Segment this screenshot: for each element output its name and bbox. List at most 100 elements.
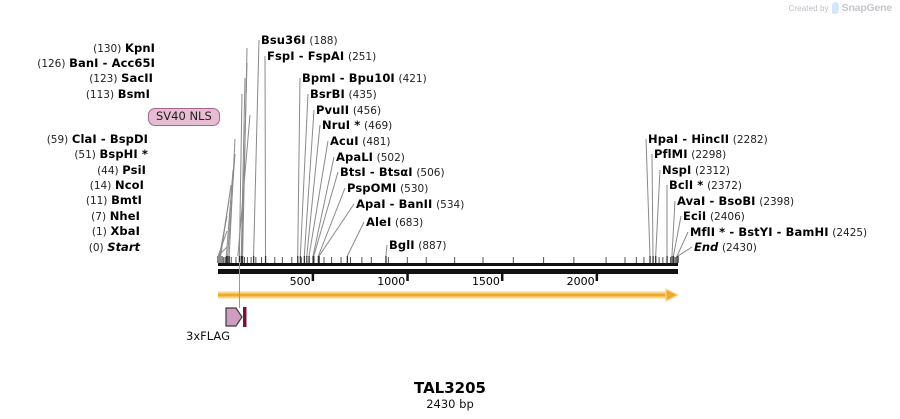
restriction-site-tick[interactable] bbox=[303, 256, 306, 263]
ruler-tick bbox=[406, 274, 409, 281]
site-position: (0) bbox=[88, 242, 104, 254]
site-label-bgli: BglI (887) bbox=[389, 239, 447, 252]
ruler-tick-label: 500 bbox=[289, 275, 311, 288]
site-position: (51) bbox=[74, 149, 96, 161]
orf-arrow-shaft[interactable] bbox=[218, 293, 668, 297]
site-position: (2312) bbox=[695, 165, 730, 177]
restriction-site-tick bbox=[230, 257, 232, 263]
restriction-site-tick[interactable] bbox=[240, 256, 242, 263]
site-position: (130) bbox=[93, 43, 122, 55]
ruler-tick bbox=[500, 274, 504, 281]
site-label-btsi-btsai: BtsI - BtsαI (506) bbox=[340, 166, 445, 179]
site-position: (7) bbox=[91, 211, 107, 223]
ruler-tick-label: 2000 bbox=[566, 275, 595, 288]
restriction-site-tick bbox=[573, 257, 575, 263]
site-label-hpai-hincii: HpaI - HincII (2282) bbox=[648, 133, 768, 146]
site-position: (11) bbox=[85, 195, 108, 207]
restriction-site-tick[interactable] bbox=[655, 256, 657, 263]
site-label-bsu36i: Bsu36I (188) bbox=[261, 34, 338, 47]
site-label-bcli: BclI * (2372) bbox=[669, 179, 742, 192]
feature-glyph-marker[interactable] bbox=[243, 307, 247, 327]
restriction-site-tick[interactable] bbox=[252, 256, 255, 263]
site-label-kpni: (130) KpnI bbox=[93, 42, 155, 55]
site-position: (506) bbox=[416, 167, 445, 179]
site-position: (113) bbox=[85, 89, 115, 101]
site-label-pvuii: PvuII (456) bbox=[316, 104, 381, 117]
restriction-site-tick bbox=[658, 257, 660, 263]
site-label-end: End (2430) bbox=[694, 241, 757, 254]
site-position: (126) bbox=[37, 58, 66, 70]
site-label-bani-acc65i: (126) BanI - Acc65I bbox=[37, 57, 155, 70]
site-enzymes: ClaI - BspDI bbox=[71, 132, 148, 146]
restriction-site-tick[interactable] bbox=[385, 256, 387, 263]
restriction-site-tick[interactable] bbox=[317, 256, 320, 263]
site-position: (481) bbox=[362, 136, 391, 148]
site-enzymes: BclI * bbox=[669, 178, 704, 192]
ruler-tick-label: 1500 bbox=[471, 275, 500, 288]
feature-glyph-3xflag[interactable] bbox=[225, 307, 243, 327]
site-enzymes: BpmI - Bpu10I bbox=[302, 71, 395, 85]
restriction-site-tick[interactable] bbox=[228, 256, 230, 263]
site-enzymes: PvuII bbox=[316, 103, 350, 117]
site-position: (2406) bbox=[709, 211, 745, 223]
site-label-mfli-bstyi-bamhi: MflI * - BstYI - BamHI (2425) bbox=[690, 226, 867, 239]
restriction-site-tick[interactable] bbox=[264, 256, 267, 263]
site-enzymes: PsiI bbox=[122, 163, 146, 177]
site-label-bsmi: (113) BsmI bbox=[86, 88, 150, 101]
site-enzymes: Start bbox=[107, 240, 140, 254]
site-position: (188) bbox=[309, 35, 338, 47]
restriction-site-tick bbox=[425, 257, 427, 263]
site-position: (59) bbox=[46, 134, 69, 146]
restriction-site-tick[interactable] bbox=[318, 256, 320, 263]
site-position: (2398) bbox=[759, 196, 795, 208]
restriction-site-tick[interactable] bbox=[238, 256, 241, 263]
restriction-site-tick[interactable] bbox=[308, 256, 310, 263]
site-label-xbai: (1) XbaI bbox=[92, 225, 140, 238]
restriction-site-tick bbox=[543, 257, 545, 263]
site-label-bpmi-bpu10i: BpmI - Bpu10I (421) bbox=[302, 72, 427, 85]
restriction-site-tick[interactable] bbox=[242, 256, 244, 263]
restriction-site-tick[interactable] bbox=[652, 256, 654, 263]
site-position: (2430) bbox=[721, 242, 757, 254]
site-label-bmti: (11) BmtI bbox=[86, 194, 142, 207]
site-enzymes: FspI - FspAI bbox=[267, 49, 345, 63]
site-label-pflmi: PflMI (2298) bbox=[654, 148, 726, 161]
site-label-alei: AleI (683) bbox=[366, 216, 423, 229]
restriction-site-tick[interactable] bbox=[225, 256, 228, 263]
site-enzymes: ApaLI bbox=[336, 150, 373, 164]
restriction-site-tick[interactable] bbox=[346, 256, 348, 263]
site-position: (14) bbox=[89, 180, 112, 192]
restriction-site-tick[interactable] bbox=[666, 256, 668, 263]
restriction-site-tick[interactable] bbox=[227, 256, 229, 263]
site-enzymes: BsrBI bbox=[310, 87, 345, 101]
site-position: (421) bbox=[398, 73, 427, 85]
sequence-length-label: 2430 bp bbox=[426, 397, 474, 411]
restriction-site-tick bbox=[235, 257, 237, 263]
restriction-site-tick[interactable] bbox=[297, 256, 299, 263]
restriction-site-tick bbox=[291, 257, 293, 263]
restriction-site-tick[interactable] bbox=[649, 256, 651, 263]
site-enzymes: SacII bbox=[121, 71, 153, 85]
site-enzymes: NheI bbox=[109, 209, 140, 223]
restriction-site-tick[interactable] bbox=[312, 256, 314, 263]
site-label-fspi-fspai: FspI - FspAI (251) bbox=[267, 50, 376, 63]
snapgene-logo-icon bbox=[831, 2, 839, 14]
restriction-site-tick[interactable] bbox=[676, 256, 678, 263]
restriction-site-tick[interactable] bbox=[299, 256, 302, 263]
restriction-site-tick bbox=[662, 257, 664, 263]
watermark-brand: SnapGene bbox=[841, 2, 893, 14]
site-label-psii: (44) PsiI bbox=[97, 164, 146, 177]
restriction-site-tick[interactable] bbox=[671, 256, 673, 263]
site-label-bsrbi: BsrBI (435) bbox=[310, 88, 377, 101]
site-label-nspi: NspI (2312) bbox=[662, 164, 730, 177]
restriction-site-tick bbox=[669, 257, 671, 263]
restriction-site-tick[interactable] bbox=[672, 256, 675, 263]
site-label-nhei: (7) NheI bbox=[91, 210, 140, 223]
site-enzymes: PspOMI bbox=[347, 181, 397, 195]
feature-badge-sv40-nls[interactable]: SV40 NLS bbox=[148, 108, 220, 126]
site-enzymes: AcuI bbox=[330, 134, 359, 148]
site-position: (502) bbox=[376, 152, 405, 164]
restriction-site-tick[interactable] bbox=[313, 256, 315, 263]
